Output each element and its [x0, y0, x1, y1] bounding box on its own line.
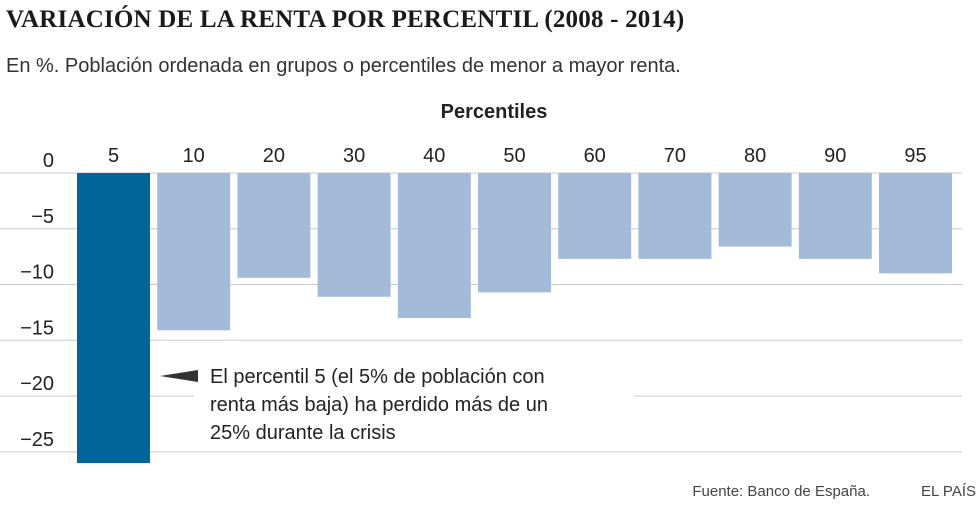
- bar-percentile-50: [478, 173, 551, 293]
- bar-percentile-95: [879, 173, 952, 274]
- x-tick-label: 60: [584, 145, 606, 167]
- bar-percentile-30: [317, 173, 391, 297]
- x-axis-title: Percentiles: [441, 101, 548, 123]
- bar-percentile-5: [77, 173, 150, 463]
- bar-percentile-80: [718, 173, 792, 247]
- x-tick-label: 50: [503, 145, 525, 167]
- x-tick-label: 10: [183, 145, 205, 167]
- bar-percentile-70: [638, 173, 712, 259]
- bar-percentile-40: [397, 173, 471, 318]
- x-tick-label: 5: [108, 145, 119, 167]
- annotation-pointer: [160, 370, 198, 382]
- y-tick-label: −10: [20, 262, 54, 284]
- bars: [77, 173, 952, 463]
- bar-percentile-10: [157, 173, 231, 331]
- publisher-brand: EL PAÍS: [920, 483, 976, 500]
- y-axis-ticks: 0 −5 −10 −15 −20 −25: [20, 150, 54, 451]
- y-tick-label: −5: [31, 206, 54, 228]
- y-tick-label: −20: [20, 373, 54, 395]
- chart-subtitle: En %. Población ordenada en grupos o per…: [6, 55, 681, 77]
- bar-chart: 0 −5 −10 −15 −20 −25 5 10 20 30 40 50 60 70 80 90 95 Pe…: [0, 101, 962, 463]
- y-tick-label: 0: [43, 150, 54, 172]
- annotation-text-line: renta más baja) ha perdido más de un: [210, 394, 548, 416]
- source-note: Fuente: Banco de España.: [692, 483, 870, 500]
- x-tick-label: 30: [343, 145, 365, 167]
- y-tick-label: −15: [20, 317, 54, 339]
- x-tick-label: 70: [664, 145, 686, 167]
- x-axis-ticks: 5 10 20 30 40 50 60 70 80 90 95: [108, 145, 927, 167]
- x-tick-label: 90: [824, 145, 846, 167]
- annotation: El percentil 5 (el 5% de población con re…: [160, 350, 634, 444]
- bar-percentile-60: [558, 173, 632, 259]
- x-tick-label: 40: [423, 145, 445, 167]
- bar-percentile-90: [798, 173, 872, 259]
- x-tick-label: 95: [904, 145, 926, 167]
- chart-title: VARIACIÓN DE LA RENTA POR PERCENTIL (200…: [6, 6, 685, 33]
- x-tick-label: 80: [744, 145, 766, 167]
- annotation-text-line: 25% durante la crisis: [210, 422, 396, 444]
- annotation-background: [194, 350, 634, 438]
- y-tick-label: −25: [20, 429, 54, 451]
- annotation-text-line: El percentil 5 (el 5% de población con: [210, 366, 545, 388]
- x-tick-label: 20: [263, 145, 285, 167]
- bar-percentile-20: [237, 173, 311, 278]
